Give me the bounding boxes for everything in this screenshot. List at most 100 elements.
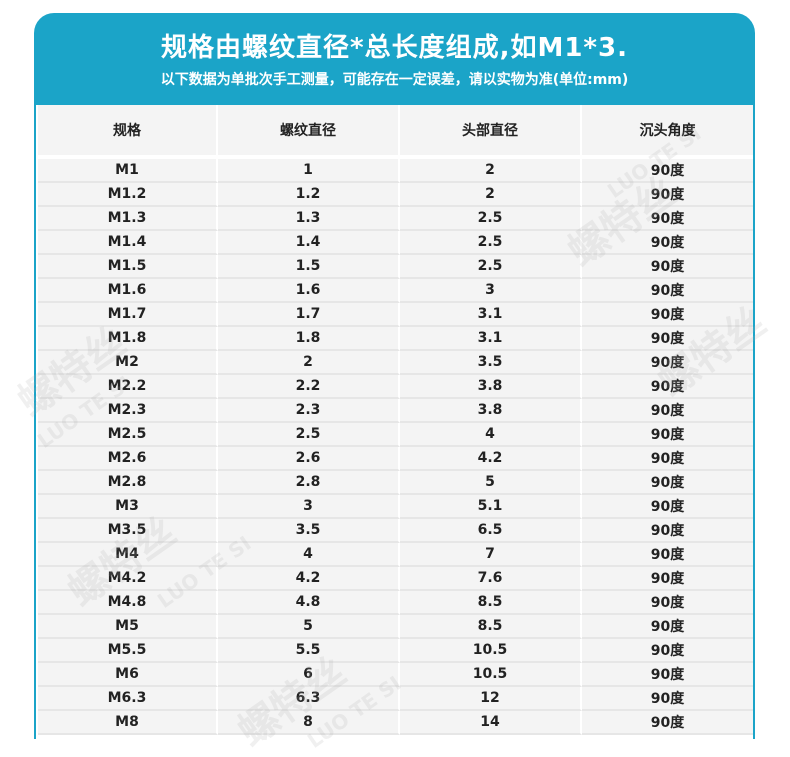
table-row: M2.2 2.2 3.8 90度 (38, 375, 753, 399)
cell-spec: M4.8 (38, 591, 218, 615)
column-header-thread-diameter: 螺纹直径 (218, 105, 400, 159)
cell-thread-diameter: 4.2 (218, 567, 400, 591)
cell-spec: M4 (38, 543, 218, 567)
cell-countersink-angle: 90度 (582, 399, 753, 423)
cell-thread-diameter: 4.8 (218, 591, 400, 615)
cell-head-diameter: 4.2 (400, 447, 582, 471)
cell-countersink-angle: 90度 (582, 543, 753, 567)
table-row: M4.8 4.8 8.5 90度 (38, 591, 753, 615)
table-row: M5.5 5.5 10.5 90度 (38, 639, 753, 663)
table-row: M2.6 2.6 4.2 90度 (38, 447, 753, 471)
cell-head-diameter: 10.5 (400, 639, 582, 663)
cell-head-diameter: 3.1 (400, 327, 582, 351)
table-row: M1.7 1.7 3.1 90度 (38, 303, 753, 327)
table-row: M5 5 8.5 90度 (38, 615, 753, 639)
cell-countersink-angle: 90度 (582, 591, 753, 615)
cell-spec: M2.2 (38, 375, 218, 399)
column-header-head-diameter: 头部直径 (400, 105, 582, 159)
cell-head-diameter: 4 (400, 423, 582, 447)
cell-head-diameter: 6.5 (400, 519, 582, 543)
cell-thread-diameter: 2.6 (218, 447, 400, 471)
cell-countersink-angle: 90度 (582, 375, 753, 399)
cell-head-diameter: 2.5 (400, 231, 582, 255)
cell-countersink-angle: 90度 (582, 183, 753, 207)
cell-spec: M4.2 (38, 567, 218, 591)
table-row: M6 6 10.5 90度 (38, 663, 753, 687)
table-row: M1 1 2 90度 (38, 159, 753, 183)
column-header-spec: 规格 (38, 105, 218, 159)
table-row: M4 4 7 90度 (38, 543, 753, 567)
cell-thread-diameter: 1.5 (218, 255, 400, 279)
cell-spec: M2.8 (38, 471, 218, 495)
table-row: M2.3 2.3 3.8 90度 (38, 399, 753, 423)
cell-countersink-angle: 90度 (582, 471, 753, 495)
cell-thread-diameter: 1.3 (218, 207, 400, 231)
cell-thread-diameter: 1 (218, 159, 400, 183)
cell-thread-diameter: 2.2 (218, 375, 400, 399)
spec-table: 规格 螺纹直径 头部直径 沉头角度 M1 1 2 90度 M1.2 1.2 2 90度 M1.3 1.3… (38, 105, 753, 735)
cell-thread-diameter: 5 (218, 615, 400, 639)
cell-countersink-angle: 90度 (582, 615, 753, 639)
table-row: M2 2 3.5 90度 (38, 351, 753, 375)
cell-spec: M1.6 (38, 279, 218, 303)
cell-spec: M6 (38, 663, 218, 687)
cell-countersink-angle: 90度 (582, 567, 753, 591)
table-row: M2.5 2.5 4 90度 (38, 423, 753, 447)
cell-head-diameter: 3.8 (400, 399, 582, 423)
cell-countersink-angle: 90度 (582, 711, 753, 735)
cell-thread-diameter: 1.4 (218, 231, 400, 255)
cell-head-diameter: 12 (400, 687, 582, 711)
cell-head-diameter: 7.6 (400, 567, 582, 591)
cell-head-diameter: 8.5 (400, 591, 582, 615)
cell-thread-diameter: 6 (218, 663, 400, 687)
cell-thread-diameter: 2 (218, 351, 400, 375)
cell-spec: M8 (38, 711, 218, 735)
cell-countersink-angle: 90度 (582, 279, 753, 303)
cell-head-diameter: 8.5 (400, 615, 582, 639)
spec-card: 规格由螺纹直径*总长度组成,如M1*3. 以下数据为单批次手工测量，可能存在一定… (34, 13, 755, 739)
cell-thread-diameter: 1.2 (218, 183, 400, 207)
cell-thread-diameter: 1.6 (218, 279, 400, 303)
cell-countersink-angle: 90度 (582, 255, 753, 279)
table-row: M2.8 2.8 5 90度 (38, 471, 753, 495)
cell-spec: M3 (38, 495, 218, 519)
cell-spec: M2.5 (38, 423, 218, 447)
cell-countersink-angle: 90度 (582, 207, 753, 231)
cell-thread-diameter: 3.5 (218, 519, 400, 543)
cell-countersink-angle: 90度 (582, 687, 753, 711)
cell-thread-diameter: 2.3 (218, 399, 400, 423)
table-row: M1.8 1.8 3.1 90度 (38, 327, 753, 351)
table-row: M1.5 1.5 2.5 90度 (38, 255, 753, 279)
column-header-countersink-angle: 沉头角度 (582, 105, 753, 159)
cell-thread-diameter: 4 (218, 543, 400, 567)
table-row: M1.2 1.2 2 90度 (38, 183, 753, 207)
page-subtitle: 以下数据为单批次手工测量，可能存在一定误差，请以实物为准(单位:mm) (160, 72, 629, 88)
cell-thread-diameter: 1.8 (218, 327, 400, 351)
cell-spec: M1.8 (38, 327, 218, 351)
page-title: 规格由螺纹直径*总长度组成,如M1*3. (160, 33, 628, 63)
cell-spec: M1.7 (38, 303, 218, 327)
table-row: M1.3 1.3 2.5 90度 (38, 207, 753, 231)
cell-head-diameter: 3 (400, 279, 582, 303)
cell-countersink-angle: 90度 (582, 231, 753, 255)
cell-head-diameter: 5.1 (400, 495, 582, 519)
cell-head-diameter: 7 (400, 543, 582, 567)
cell-spec: M1.3 (38, 207, 218, 231)
cell-thread-diameter: 5.5 (218, 639, 400, 663)
cell-spec: M6.3 (38, 687, 218, 711)
cell-spec: M1 (38, 159, 218, 183)
cell-head-diameter: 2.5 (400, 255, 582, 279)
cell-spec: M1.2 (38, 183, 218, 207)
cell-thread-diameter: 6.3 (218, 687, 400, 711)
cell-spec: M1.5 (38, 255, 218, 279)
cell-countersink-angle: 90度 (582, 639, 753, 663)
cell-spec: M3.5 (38, 519, 218, 543)
cell-thread-diameter: 1.7 (218, 303, 400, 327)
cell-countersink-angle: 90度 (582, 159, 753, 183)
cell-head-diameter: 3.5 (400, 351, 582, 375)
table-row: M1.6 1.6 3 90度 (38, 279, 753, 303)
table-header-row: 规格 螺纹直径 头部直径 沉头角度 (38, 105, 753, 159)
table-row: M3 3 5.1 90度 (38, 495, 753, 519)
cell-spec: M1.4 (38, 231, 218, 255)
cell-thread-diameter: 2.8 (218, 471, 400, 495)
